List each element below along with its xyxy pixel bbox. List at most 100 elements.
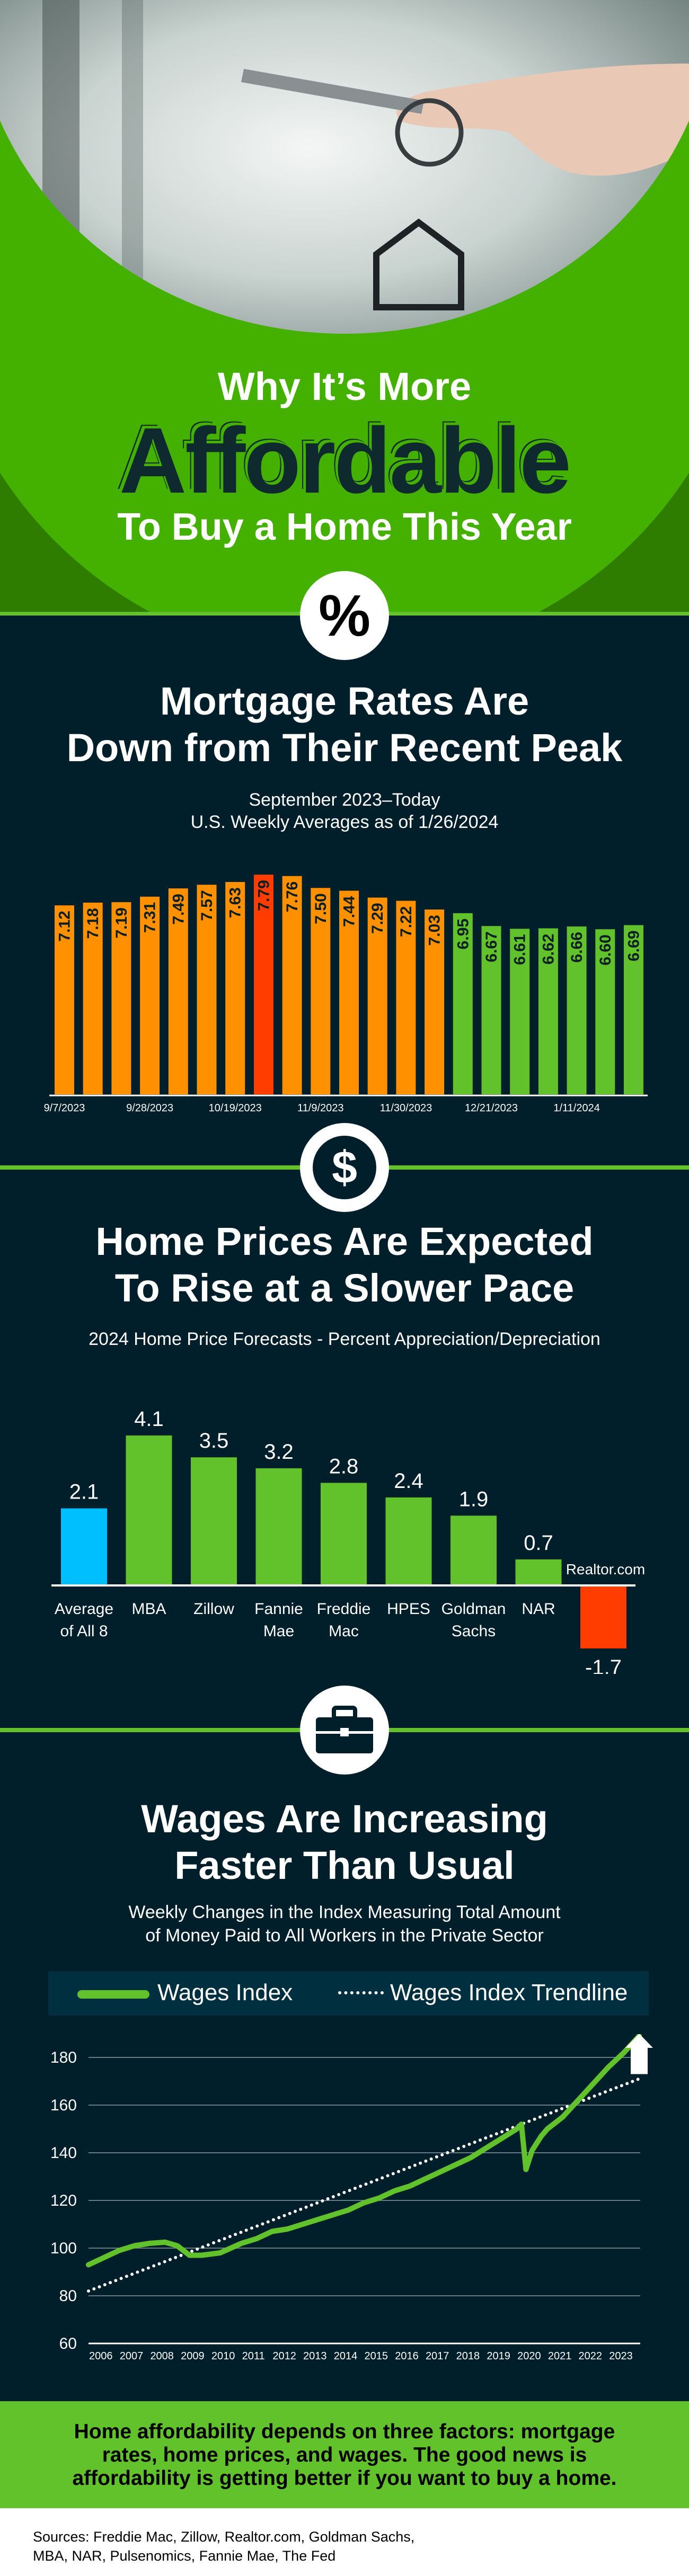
x-tick-label: 2016 [395,2350,419,2362]
summary-line1: Home affordability depends on three fact… [74,2420,615,2443]
bar-value-label: 7.03 [426,915,444,946]
category-label: MBA [131,1600,166,1618]
bar-value-label: 7.31 [142,902,159,933]
x-tick-label: 2015 [365,2350,388,2362]
x-tick-label: 10/19/2023 [209,1102,262,1114]
category-label: Average [55,1600,113,1618]
bar [481,926,501,1094]
bar-value-label: 6.61 [511,934,529,965]
bar-value-label: 7.19 [113,907,130,938]
house-keychain [373,218,464,310]
y-tick-label: 140 [50,2144,77,2162]
category-label: Freddie [317,1600,371,1618]
hero-background [0,0,689,616]
bar-value-label: 7.76 [284,881,301,912]
x-tick-label: 9/7/2023 [44,1102,85,1114]
bar [168,888,188,1094]
bar-value-label: 7.29 [369,903,386,933]
bar [311,888,331,1094]
x-tick-label: 2021 [548,2350,572,2362]
bar [140,896,160,1094]
y-tick-label: 180 [50,2049,77,2066]
y-tick-label: 160 [50,2097,77,2114]
section1-subtitle-line2: U.S. Weekly Averages as of 1/26/2024 [190,812,499,832]
bar-value-label: -1.7 [585,1656,622,1674]
trendline-series [87,2077,641,2293]
x-tick-label: 2010 [211,2350,235,2362]
hero-title-line1: Why It’s More [217,364,472,408]
sources-line1: Sources: Freddie Mac, Zillow, Realtor.co… [33,2529,415,2545]
sources-line2: MBA, NAR, Pulsenomics, Fannie Mae, The F… [33,2548,336,2564]
bar-value-label: 7.49 [170,894,187,924]
section1-title-line1: Mortgage Rates Are [160,679,529,723]
chart-legend: Wages Index Wages Index Trendline [48,1971,649,2016]
x-tick-label: 2019 [487,2350,510,2362]
bar-value-label: 7.79 [255,880,272,911]
x-tick-label: 2008 [150,2350,174,2362]
category-label: Goldman [441,1600,506,1618]
y-tick-label: 80 [59,2287,77,2305]
hand-shape [396,64,689,176]
bar [515,1559,562,1585]
bar [450,1516,497,1585]
legend-label-trendline: Wages Index Trendline [390,1980,628,2005]
bar-value-label: 6.69 [625,930,643,961]
key-ring [395,98,464,167]
y-tick-label: 100 [50,2240,77,2257]
briefcase-icon [300,1686,389,1775]
y-tick-label: 120 [50,2192,77,2209]
bar-value-label: 7.22 [398,906,415,937]
home-price-forecast-chart: 2.1 Average of All 8 4.1 MBA 3.5 Zillow 3.2 Fann… [51,1407,645,1674]
bar [367,897,387,1094]
bar-value-label: 2.4 [394,1469,423,1493]
bar [321,1483,367,1585]
legend-swatch-trendline [338,1991,384,1994]
x-tick-label: 2009 [181,2350,205,2362]
bar [83,903,103,1094]
bar [339,890,359,1094]
section2-subtitle: 2024 Home Price Forecasts - Percent Appr… [89,1329,600,1349]
bar-value-label: 4.1 [134,1407,164,1431]
hero-title-line3: To Buy a Home This Year [117,506,572,548]
bar-value-label: 2.8 [329,1455,359,1478]
bar [55,905,74,1094]
bar-value-label: 7.12 [56,911,74,941]
wages-index-chart: 60 80 100 120 140 160 180 2006 2007 2008 2009 2010 2… [50,2034,653,2362]
bar [510,929,530,1094]
bar [595,929,615,1094]
category-label: Realtor.com [566,1561,645,1577]
bar [425,910,445,1094]
y-tick-label: 60 [59,2335,77,2352]
summary-line3: affordability is getting better if you w… [72,2467,617,2490]
bar-value-label: 7.57 [198,890,216,921]
summary-banner: Home affordability depends on three fact… [0,2401,689,2508]
hero-title-affordable: Affordable [119,409,571,513]
x-tick-label: 12/21/2023 [465,1102,518,1114]
x-tick-label: 2012 [272,2350,296,2362]
percent-icon: % [300,571,389,660]
legend-swatch-wages-index [77,1990,149,1999]
category-label: Mae [263,1623,294,1640]
bar-value-label: 7.50 [312,893,330,924]
section3-title-line1: Wages Are Increasing [141,1797,548,1841]
bar [111,902,131,1094]
bar-value-label: 6.62 [540,934,557,965]
x-tick-label: 2013 [303,2350,327,2362]
bar [225,882,245,1094]
mortgage-rates-chart: 7.12 9/7/2023 7.18 7.19 7.31 9/28/2023 7.49 7.5… [44,875,648,1114]
category-label: Zillow [193,1600,234,1618]
x-tick-label: 11/9/2023 [297,1102,344,1114]
bar-value-label: 6.67 [483,931,500,962]
category-label: of All 8 [60,1623,108,1640]
bar [253,875,273,1094]
bar [538,928,558,1094]
section3-title-line2: Faster Than Usual [174,1843,515,1887]
x-tick-label: 2007 [120,2350,144,2362]
bar [453,913,473,1094]
sources-area: Sources: Freddie Mac, Zillow, Realtor.co… [0,2508,689,2576]
bar-value-label: 7.18 [84,908,102,939]
up-arrow-icon [625,2034,653,2074]
section1-subtitle-line1: September 2023–Today [249,790,440,810]
x-tick-label: 2018 [456,2350,480,2362]
dollar-icon: $ [300,1123,389,1212]
